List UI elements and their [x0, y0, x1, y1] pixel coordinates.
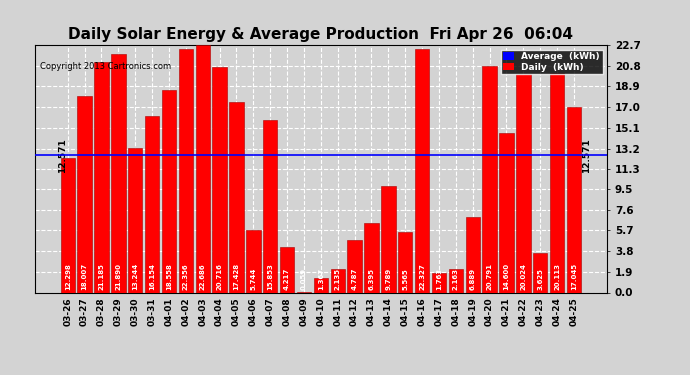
Bar: [263, 120, 277, 292]
Text: 4.787: 4.787: [352, 268, 357, 290]
Text: 12.571: 12.571: [59, 138, 68, 173]
Bar: [179, 49, 193, 292]
Bar: [381, 186, 395, 292]
Text: 4.217: 4.217: [284, 268, 290, 290]
Bar: [516, 74, 531, 292]
Bar: [280, 246, 294, 292]
Text: 12.298: 12.298: [65, 264, 70, 290]
Bar: [500, 134, 513, 292]
Text: 20.024: 20.024: [520, 263, 526, 290]
Text: 14.600: 14.600: [504, 263, 509, 290]
Text: 20.716: 20.716: [217, 264, 223, 290]
Text: 16.154: 16.154: [149, 263, 155, 290]
Text: 6.889: 6.889: [470, 268, 475, 290]
Text: 22.686: 22.686: [199, 264, 206, 290]
Text: 9.789: 9.789: [385, 268, 391, 290]
Text: 0.059: 0.059: [301, 268, 307, 290]
Text: 22.356: 22.356: [183, 264, 189, 290]
Text: 18.007: 18.007: [81, 263, 88, 290]
Bar: [415, 49, 429, 292]
Bar: [432, 273, 446, 292]
Bar: [128, 148, 142, 292]
Bar: [77, 96, 92, 292]
Text: 2.163: 2.163: [453, 268, 459, 290]
Bar: [95, 62, 108, 292]
Text: 3.625: 3.625: [538, 268, 543, 290]
Bar: [229, 102, 244, 292]
Text: 1.367: 1.367: [318, 268, 324, 290]
Text: 17.045: 17.045: [571, 263, 577, 290]
Text: 12.571: 12.571: [582, 138, 591, 173]
Bar: [566, 106, 581, 292]
Bar: [161, 90, 176, 292]
Text: 2.135: 2.135: [335, 268, 341, 290]
Text: 5.565: 5.565: [402, 268, 408, 290]
Text: 17.428: 17.428: [233, 263, 239, 290]
Bar: [145, 116, 159, 292]
Text: 18.558: 18.558: [166, 264, 172, 290]
Text: 20.791: 20.791: [486, 263, 493, 290]
Text: 21.890: 21.890: [115, 263, 121, 290]
Bar: [364, 223, 379, 292]
Bar: [61, 158, 75, 292]
Bar: [314, 278, 328, 292]
Bar: [348, 240, 362, 292]
Text: 20.113: 20.113: [554, 263, 560, 290]
Bar: [550, 73, 564, 292]
Text: 15.853: 15.853: [267, 264, 273, 290]
Bar: [533, 253, 547, 292]
Text: 13.244: 13.244: [132, 263, 138, 290]
Text: 5.744: 5.744: [250, 268, 257, 290]
Text: 21.185: 21.185: [99, 264, 104, 290]
Bar: [466, 217, 480, 292]
Bar: [111, 54, 126, 292]
Legend: Average  (kWh), Daily  (kWh): Average (kWh), Daily (kWh): [500, 50, 602, 74]
Text: Copyright 2013 Cartronics.com: Copyright 2013 Cartronics.com: [40, 62, 171, 71]
Bar: [331, 269, 345, 292]
Text: 1.763: 1.763: [436, 268, 442, 290]
Bar: [448, 269, 463, 292]
Bar: [195, 45, 210, 292]
Title: Daily Solar Energy & Average Production  Fri Apr 26  06:04: Daily Solar Energy & Average Production …: [68, 27, 573, 42]
Bar: [246, 230, 261, 292]
Bar: [482, 66, 497, 292]
Text: 6.395: 6.395: [368, 268, 375, 290]
Text: 22.327: 22.327: [419, 264, 425, 290]
Bar: [213, 67, 227, 292]
Bar: [398, 232, 413, 292]
